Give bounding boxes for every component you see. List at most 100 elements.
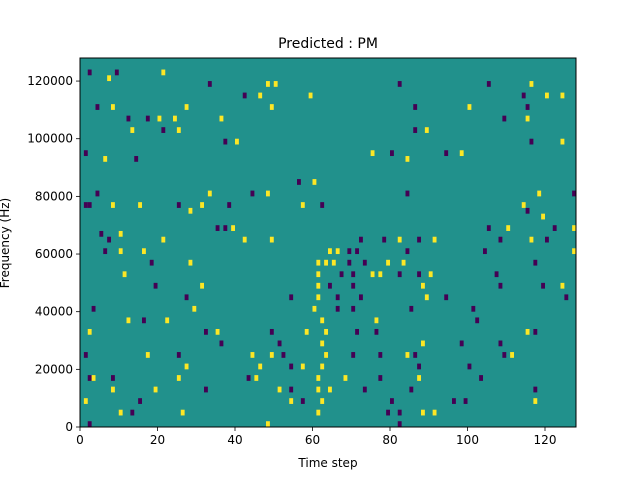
heatmap-cell bbox=[417, 375, 422, 381]
heatmap-cell bbox=[502, 352, 507, 358]
heatmap-cell bbox=[188, 259, 193, 266]
heatmap-cell bbox=[111, 375, 115, 381]
x-axis-label: Time step bbox=[297, 456, 357, 470]
heatmap-cell bbox=[405, 156, 410, 162]
heatmap-cell bbox=[498, 282, 503, 289]
heatmap-cell bbox=[533, 398, 538, 404]
heatmap-cell bbox=[95, 190, 100, 197]
heatmap-cell bbox=[273, 81, 278, 87]
heatmap-cell bbox=[328, 282, 332, 289]
heatmap-cell bbox=[269, 104, 274, 110]
x-tick-label: 40 bbox=[227, 433, 242, 447]
heatmap-cell bbox=[525, 115, 530, 122]
heatmap-cell bbox=[386, 409, 391, 416]
heatmap-cell bbox=[308, 92, 313, 99]
heatmap-cell bbox=[444, 294, 449, 301]
heatmap-cell bbox=[328, 248, 332, 255]
heatmap-cell bbox=[207, 190, 212, 197]
heatmap-cell bbox=[463, 398, 468, 404]
heatmap-cell bbox=[541, 213, 546, 220]
heatmap-cell bbox=[126, 317, 131, 324]
heatmap-cell bbox=[421, 409, 425, 416]
heatmap-cell bbox=[424, 294, 429, 301]
heatmap-cell bbox=[176, 202, 181, 208]
x-axis-ticks: 0 20 40 60 80 100 120 bbox=[76, 427, 556, 447]
heatmap-cell bbox=[176, 375, 181, 381]
x-tick-label: 120 bbox=[534, 433, 557, 447]
heatmap-cell bbox=[572, 248, 577, 255]
heatmap-cell bbox=[227, 202, 232, 208]
heatmap-cell bbox=[161, 127, 166, 133]
heatmap-cell bbox=[138, 202, 143, 208]
heatmap-cell bbox=[552, 225, 557, 231]
heatmap-cell bbox=[145, 115, 150, 122]
heatmap-cell bbox=[560, 282, 565, 289]
heatmap-cell bbox=[444, 150, 449, 157]
heatmap-cell bbox=[316, 386, 321, 393]
heatmap-cell bbox=[320, 317, 325, 324]
heatmap-cell bbox=[560, 138, 565, 145]
plot-frame bbox=[79, 57, 577, 428]
heatmap-cell bbox=[138, 398, 143, 404]
heatmap-cells bbox=[83, 69, 577, 427]
heatmap-cell bbox=[417, 236, 422, 243]
heatmap-cell bbox=[134, 156, 139, 162]
heatmap-cell bbox=[572, 225, 577, 231]
heatmap-cell bbox=[300, 363, 305, 370]
heatmap-cell bbox=[184, 363, 189, 370]
heatmap-cell bbox=[300, 202, 305, 208]
heatmap-cell bbox=[359, 294, 363, 301]
heatmap-cell bbox=[417, 363, 422, 370]
heatmap-cell bbox=[289, 398, 294, 404]
heatmap-cell bbox=[320, 363, 325, 370]
heatmap-cell bbox=[200, 202, 205, 208]
heatmap-cell bbox=[459, 150, 464, 157]
heatmap-cell bbox=[405, 190, 410, 197]
heatmap-cell bbox=[335, 294, 340, 301]
heatmap-cell bbox=[328, 386, 332, 393]
heatmap-cell bbox=[467, 363, 472, 370]
heatmap-cell bbox=[316, 282, 321, 289]
heatmap-cell bbox=[145, 352, 150, 358]
heatmap-cell bbox=[87, 328, 92, 335]
heatmap-cell bbox=[231, 225, 236, 231]
heatmap-cell bbox=[428, 271, 433, 278]
heatmap-cell bbox=[254, 375, 259, 381]
heatmap-cell bbox=[483, 248, 487, 255]
x-tick-label: 80 bbox=[382, 433, 397, 447]
heatmap-cell bbox=[242, 236, 247, 243]
heatmap-cell bbox=[324, 259, 329, 266]
heatmap-cell bbox=[351, 271, 356, 278]
heatmap-cell bbox=[200, 282, 205, 289]
heatmap-cell bbox=[572, 190, 577, 197]
heatmap-cell bbox=[378, 271, 383, 278]
heatmap-cell bbox=[153, 386, 158, 393]
heatmap-cell bbox=[494, 271, 499, 278]
heatmap-cell bbox=[235, 138, 239, 145]
heatmap-cell bbox=[413, 104, 418, 110]
heatmap-cell bbox=[405, 352, 410, 358]
heatmap-cell bbox=[266, 421, 270, 427]
heatmap-cell bbox=[324, 328, 329, 335]
y-tick-label: 20000 bbox=[35, 362, 73, 376]
heatmap-cell bbox=[118, 409, 123, 416]
heatmap-cell bbox=[165, 317, 170, 324]
heatmap-cell bbox=[103, 156, 108, 162]
heatmap-cell bbox=[91, 375, 96, 381]
heatmap-cell bbox=[111, 202, 115, 208]
heatmap-cell bbox=[258, 363, 263, 370]
heatmap-cell bbox=[459, 340, 464, 347]
heatmap-cell bbox=[161, 236, 166, 243]
heatmap-cell bbox=[204, 386, 208, 393]
heatmap-cell bbox=[417, 271, 422, 278]
heatmap-cell bbox=[545, 236, 549, 243]
heatmap-cell bbox=[405, 248, 410, 255]
heatmap-cell bbox=[525, 328, 530, 335]
y-axis-label: Frequency (Hz) bbox=[0, 198, 12, 289]
heatmap-cell bbox=[83, 150, 88, 157]
heatmap-cell bbox=[111, 104, 115, 110]
heatmap-cell bbox=[432, 409, 437, 416]
heatmap-cell bbox=[479, 375, 484, 381]
heatmap-cell bbox=[300, 398, 305, 404]
